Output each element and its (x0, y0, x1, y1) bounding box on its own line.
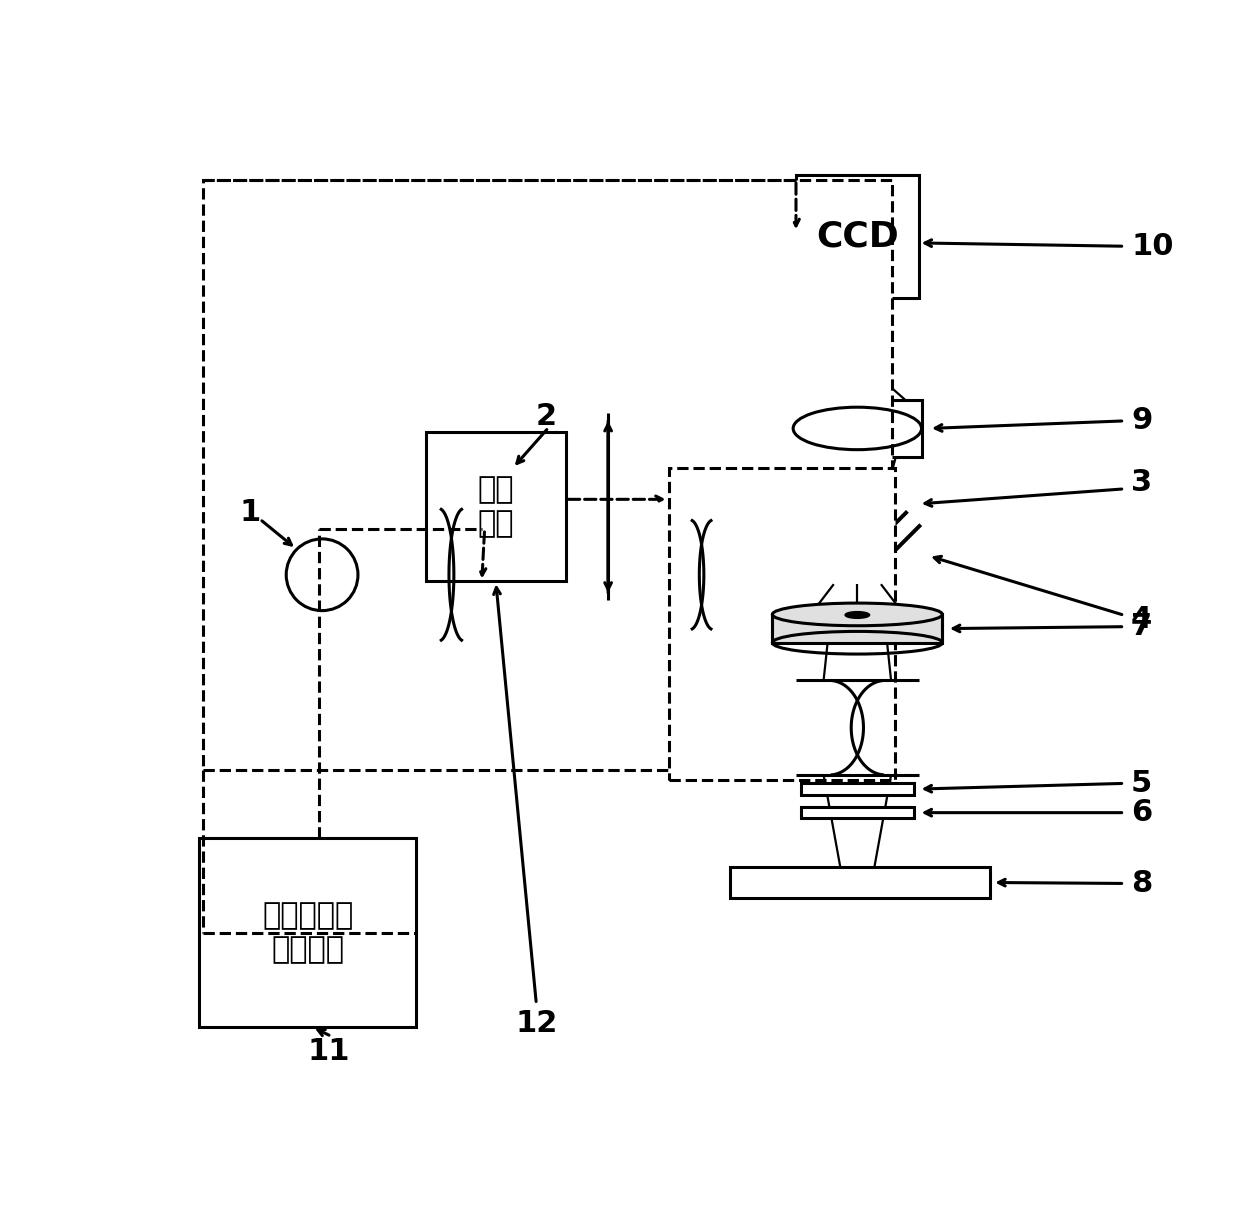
Bar (203, 180, 893, 770)
Text: 7: 7 (1131, 612, 1152, 641)
Text: CCD: CCD (816, 219, 899, 254)
Bar (773, 614, 942, 642)
Bar (425, 433, 565, 581)
Text: 11: 11 (308, 1037, 350, 1065)
Bar (794, 400, 921, 457)
Text: 8: 8 (1131, 869, 1152, 897)
Text: 3: 3 (1131, 468, 1152, 497)
Bar (730, 868, 990, 897)
Text: 1: 1 (239, 498, 260, 527)
Text: 9: 9 (1131, 406, 1152, 435)
Ellipse shape (773, 603, 942, 625)
Bar (827, 298, 888, 333)
Ellipse shape (846, 612, 869, 618)
Bar (801, 783, 914, 794)
Text: 2: 2 (536, 402, 557, 430)
Bar (272, 473, 801, 680)
Text: 扫描
系统: 扫描 系统 (477, 476, 515, 538)
Text: 控制及数据
处理系统: 控制及数据 处理系统 (263, 901, 353, 964)
Text: 12: 12 (515, 1009, 558, 1037)
Text: 5: 5 (1131, 769, 1152, 798)
Text: 6: 6 (1131, 798, 1152, 828)
Bar (801, 807, 914, 818)
Bar (200, 839, 417, 1027)
Bar (668, 468, 895, 780)
Text: 4: 4 (1131, 604, 1152, 634)
Text: 10: 10 (1131, 232, 1173, 261)
Bar (796, 175, 919, 298)
